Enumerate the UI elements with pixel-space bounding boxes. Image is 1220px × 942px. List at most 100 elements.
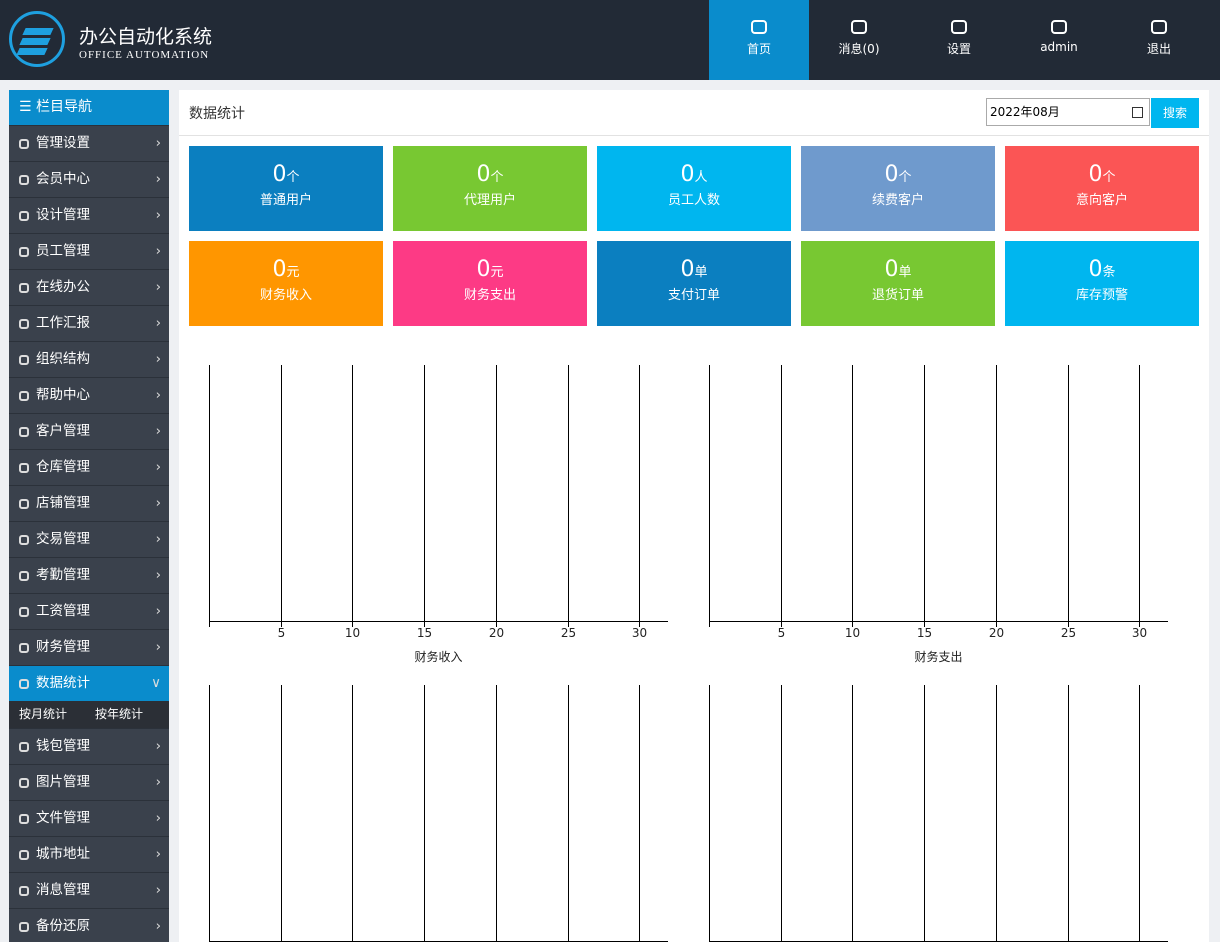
menu-label: 交易管理 <box>36 531 90 547</box>
page-title: 数据统计 <box>189 106 245 122</box>
menu-item[interactable]: 消息管理 › <box>9 872 169 908</box>
stat-card: 0个 代理用户 <box>393 146 587 231</box>
logo <box>9 11 65 67</box>
menu-item[interactable]: 员工管理 › <box>9 233 169 269</box>
search-button[interactable]: 搜索 <box>1151 98 1199 128</box>
menu-arrow: › <box>155 531 161 547</box>
menu-label: 仓库管理 <box>36 459 90 475</box>
sidebar-title-text: 栏目导航 <box>36 99 93 115</box>
menu-item[interactable]: 组织结构 › <box>9 341 169 377</box>
menu-icon <box>19 427 29 437</box>
menu-icon <box>19 814 29 824</box>
menu-item[interactable]: 图片管理 › <box>9 764 169 800</box>
nav-label: admin <box>1040 40 1078 54</box>
menu-item[interactable]: 仓库管理 › <box>9 449 169 485</box>
x-tick-label: 25 <box>561 626 576 640</box>
menu-icon <box>19 922 29 932</box>
menu-label: 财务管理 <box>36 639 90 655</box>
menu-item[interactable]: 设计管理 › <box>9 197 169 233</box>
menu-item[interactable]: 城市地址 › <box>9 836 169 872</box>
menu-label: 数据统计 <box>36 675 90 691</box>
menu-item[interactable]: 文件管理 › <box>9 800 169 836</box>
stat-unit: 个 <box>490 170 504 185</box>
menu-label: 文件管理 <box>36 810 90 826</box>
stat-card: 0个 续费客户 <box>801 146 995 231</box>
stat-label: 库存预警 <box>1075 288 1128 303</box>
menu-icon <box>19 742 29 752</box>
menu-icon <box>19 643 29 653</box>
menu-item[interactable]: 管理设置 › <box>9 125 169 161</box>
stat-unit: 元 <box>286 265 300 280</box>
menu-item[interactable]: 钱包管理 › <box>9 728 169 764</box>
menu-label: 店铺管理 <box>36 495 90 511</box>
menu-label: 考勤管理 <box>36 567 90 583</box>
stat-value: 0 <box>884 257 899 282</box>
menu-item[interactable]: 客户管理 › <box>9 413 169 449</box>
submenu-item[interactable]: 按年统计 <box>95 707 144 721</box>
nav-icon <box>1151 20 1167 34</box>
nav-item[interactable]: 消息(0) <box>809 0 909 80</box>
nav-item[interactable]: 首页 <box>709 0 809 80</box>
menu-label: 工资管理 <box>36 603 90 619</box>
menu-label: 会员中心 <box>36 171 90 187</box>
main-panel: 数据统计 2022年08月 搜索 5 10 15 20 25 30 财务收入 5 10 15 20 2… <box>179 90 1209 942</box>
menu-arrow: › <box>155 495 161 511</box>
menu-icon <box>19 319 29 329</box>
menu-icon <box>19 355 29 365</box>
x-axis-label: 财务支出 <box>914 649 962 664</box>
x-tick-label: 30 <box>632 626 647 640</box>
menu-item[interactable]: 会员中心 › <box>9 161 169 197</box>
menu-label: 备份还原 <box>36 918 90 934</box>
stat-label: 财务支出 <box>463 288 516 303</box>
menu-item[interactable]: 在线办公 › <box>9 269 169 305</box>
menu-icon <box>19 607 29 617</box>
menu-item[interactable]: 考勤管理 › <box>9 557 169 593</box>
stat-value: 0 <box>272 257 287 282</box>
stat-unit: 人 <box>694 170 708 185</box>
date-input[interactable]: 2022年08月 <box>986 98 1150 126</box>
stat-value-row: 0单 <box>801 257 995 282</box>
menu-icon <box>19 571 29 581</box>
menu-icon <box>19 679 29 689</box>
menu-arrow: › <box>155 171 161 187</box>
menu-arrow: › <box>155 738 161 754</box>
menu-arrow: › <box>155 810 161 826</box>
nav-item[interactable]: 退出 <box>1109 0 1209 80</box>
stat-unit: 条 <box>1102 265 1116 280</box>
menu-item[interactable]: 备份还原 › <box>9 908 169 942</box>
menu-item[interactable]: 交易管理 › <box>9 521 169 557</box>
menu-arrow: › <box>155 459 161 475</box>
x-tick-label: 10 <box>345 626 360 640</box>
stat-value-row: 0条 <box>1005 257 1199 282</box>
menu-icon <box>19 247 29 257</box>
stat-label: 退货订单 <box>871 288 924 303</box>
menu-item[interactable]: 工作汇报 › <box>9 305 169 341</box>
menu-icon <box>19 778 29 788</box>
menu-item[interactable]: 数据统计 ∨ <box>9 665 169 701</box>
menu-item[interactable]: 店铺管理 › <box>9 485 169 521</box>
stat-card: 0元 财务收入 <box>189 241 383 326</box>
menu-arrow: › <box>155 387 161 403</box>
menu-item[interactable]: 帮助中心 › <box>9 377 169 413</box>
menu-item[interactable]: 工资管理 › <box>9 593 169 629</box>
menu-icon <box>19 391 29 401</box>
stat-card: 0条库存预警 <box>1005 241 1199 326</box>
nav-label: 首页 <box>746 42 771 56</box>
nav-item[interactable]: 设置 <box>909 0 1009 80</box>
submenu-item[interactable]: 按月统计 <box>19 707 68 721</box>
stat-value: 0 <box>272 162 287 187</box>
menu-item[interactable]: 财务管理 › <box>9 629 169 665</box>
menu-label: 设计管理 <box>36 207 90 223</box>
menu-icon <box>19 886 29 896</box>
nav-icon <box>751 20 767 34</box>
menu-label: 组织结构 <box>36 351 90 367</box>
nav-item[interactable]: admin <box>1009 0 1109 80</box>
menu-label: 在线办公 <box>36 279 90 295</box>
menu-icon <box>19 535 29 545</box>
menu-label: 员工管理 <box>36 243 90 259</box>
stat-card: 0个 意向客户 <box>1005 146 1199 231</box>
x-tick-label: 15 <box>417 626 432 640</box>
menu-arrow: › <box>155 423 161 439</box>
submenu: 按月统计 按年统计 <box>9 701 169 728</box>
